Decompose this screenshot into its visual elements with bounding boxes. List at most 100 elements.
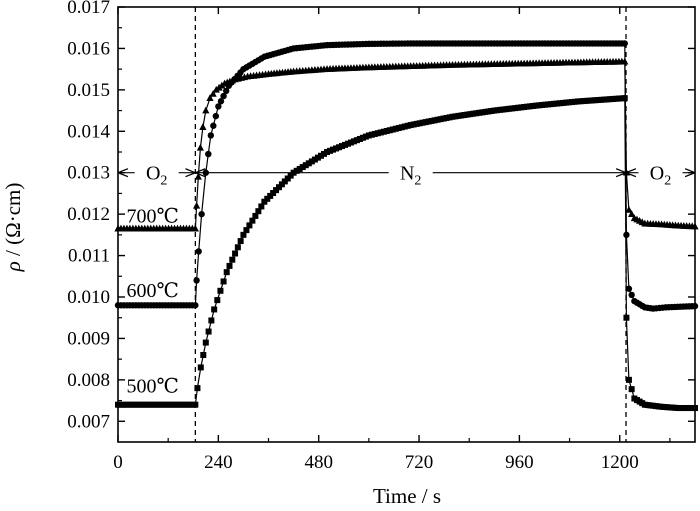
axes: 0 240 480 720 960 1200 0.007 0.008 0.009 0.010 0.0…	[67, 0, 695, 473]
region-annotation: N2	[196, 163, 625, 189]
x-tick-label: 240	[204, 452, 233, 473]
series-label: 600℃	[126, 280, 178, 302]
data-point	[621, 40, 628, 47]
series-triangle: 700℃	[114, 57, 699, 232]
data-point	[311, 156, 318, 163]
data-point	[208, 317, 215, 324]
data-point	[623, 231, 630, 239]
data-point	[321, 150, 328, 157]
data-point	[220, 278, 227, 285]
y-tick-label: 0.012	[67, 204, 110, 225]
data-point	[212, 112, 220, 120]
data-point	[305, 160, 312, 167]
data-point	[258, 203, 265, 210]
data-point	[628, 210, 636, 217]
data-point	[308, 158, 315, 165]
data-point	[217, 98, 225, 105]
data-point	[207, 132, 215, 139]
x-tick-label: 480	[304, 452, 333, 473]
y-tick-label: 0.013	[67, 163, 110, 184]
series-line	[118, 61, 696, 230]
data-point	[205, 150, 212, 158]
plot-frame	[117, 6, 696, 443]
data-point	[196, 143, 204, 151]
y-tick-label: 0.014	[67, 121, 110, 142]
series-circle: 600℃	[114, 40, 699, 312]
x-tick-label: 0	[113, 452, 123, 473]
region-annotation: O2	[627, 163, 694, 189]
data-point	[302, 162, 309, 169]
y-axis-title: ρ / (Ω·cm)	[1, 183, 25, 273]
data-point	[198, 210, 205, 218]
data-point	[621, 95, 628, 102]
series-label: 500℃	[126, 375, 178, 397]
region-label: O2	[650, 163, 671, 189]
data-point	[193, 277, 200, 284]
y-tick-label: 0.010	[67, 287, 110, 308]
data-point	[226, 262, 233, 269]
data-point	[194, 385, 201, 392]
data-point	[246, 222, 253, 229]
region-annotation: O2	[119, 163, 194, 189]
data-point	[625, 206, 633, 213]
data-point	[255, 208, 262, 215]
region-label: O2	[146, 163, 167, 189]
data-point	[692, 405, 698, 412]
y-tick-label: 0.015	[67, 80, 110, 101]
data-point	[625, 376, 632, 383]
data-point	[206, 94, 214, 101]
data-point	[217, 287, 224, 294]
data-point	[234, 244, 241, 251]
data-point	[209, 90, 217, 97]
data-point	[229, 256, 236, 263]
data-point	[222, 87, 230, 95]
y-tick-label: 0.017	[67, 0, 110, 18]
data-point	[623, 314, 630, 321]
y-tick-label: 0.007	[67, 411, 110, 432]
data-point	[293, 167, 300, 174]
data-point	[220, 92, 227, 100]
x-tick-label: 1200	[601, 452, 639, 473]
data-point	[299, 164, 306, 171]
data-point	[232, 250, 239, 257]
x-axis-title: Time / s	[373, 484, 441, 508]
data-point	[691, 222, 699, 230]
data-point	[191, 224, 199, 232]
series-line	[118, 97, 695, 409]
data-point	[210, 122, 217, 129]
series-label: 700℃	[126, 205, 178, 227]
data-point	[197, 364, 204, 371]
data-point	[296, 165, 303, 172]
y-tick-label: 0.016	[67, 38, 110, 59]
data-point	[211, 306, 218, 313]
plot-area	[117, 6, 696, 443]
y-tick-label: 0.008	[67, 370, 110, 391]
data-point	[202, 106, 210, 114]
region-label: N2	[400, 163, 421, 189]
x-tick-label: 720	[405, 452, 434, 473]
data-point	[195, 248, 202, 255]
y-tick-label: 0.011	[68, 246, 110, 267]
data-point	[215, 103, 222, 110]
series-square: 500℃	[115, 95, 698, 412]
data-point	[243, 227, 250, 234]
data-point	[314, 154, 321, 161]
data-point	[252, 212, 259, 219]
region-annotations: O2 N2 O2	[119, 163, 694, 189]
data-point	[249, 217, 256, 224]
data-point	[237, 238, 244, 245]
data-point	[200, 352, 207, 358]
data-point	[202, 339, 209, 346]
y-tick-label: 0.009	[67, 328, 110, 349]
data-point	[240, 231, 247, 238]
data-point	[199, 123, 207, 130]
data-point	[628, 386, 635, 393]
data-point	[625, 285, 633, 292]
x-tick-label: 960	[505, 452, 534, 473]
data-point	[317, 152, 324, 159]
data-point	[192, 401, 199, 408]
data-point	[628, 291, 635, 299]
data-point	[223, 269, 230, 276]
data-point	[205, 328, 212, 335]
